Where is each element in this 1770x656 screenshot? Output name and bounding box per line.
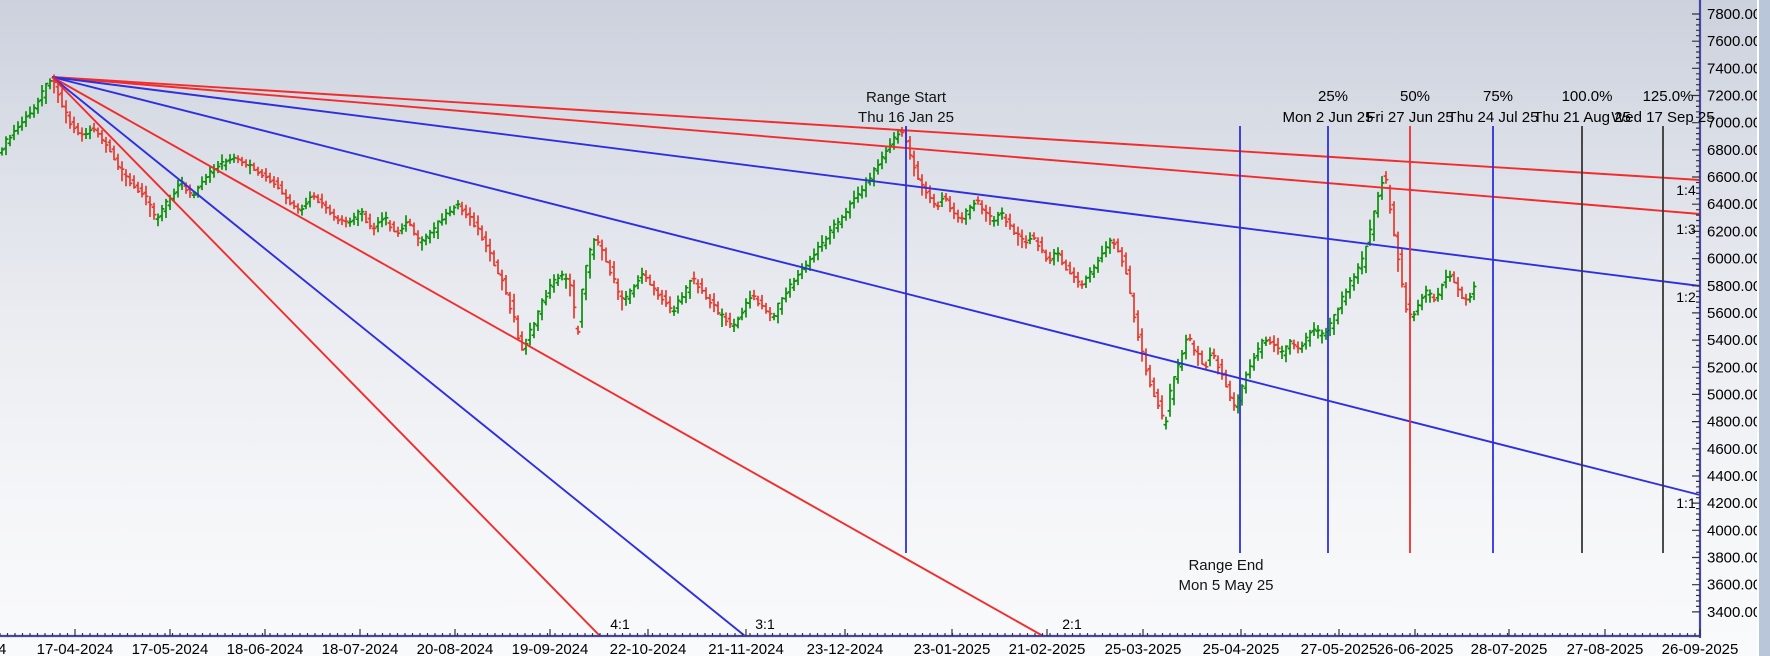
- retracement-date-label: Mon 2 Jun 25: [1283, 109, 1374, 126]
- price-tick-label: 6400.00: [1707, 196, 1761, 213]
- price-tick-label: 4800.00: [1707, 414, 1761, 431]
- ohlc-bars-up: [0, 78, 1477, 430]
- time-tick-label: 21-02-2025: [1009, 641, 1086, 656]
- retracement-date-label: Thu 21 Aug 25: [1533, 109, 1631, 126]
- price-tick-label: 7200.00: [1707, 88, 1761, 105]
- time-tick-label: 25-03-2025: [1105, 641, 1182, 656]
- time-tick-label: 18-06-2024: [227, 641, 304, 656]
- price-tick-label: 6200.00: [1707, 223, 1761, 240]
- retracement-date-label: Wed 17 Sep 25: [1611, 109, 1714, 126]
- gann-fan-line-1-4: [51, 76, 1701, 181]
- range-end-title: Range End: [1188, 557, 1264, 574]
- price-tick-label: 5200.00: [1707, 359, 1761, 376]
- gann-fan-line-1-2: [51, 76, 1701, 287]
- fan-ratio-label-3-1: 3:1: [755, 616, 775, 632]
- retracement-date-label: Fri 27 Jun 25: [1366, 109, 1454, 126]
- gann-fan-line-1-1: [51, 76, 1701, 496]
- retracement-pct-label: 100.0%: [1562, 88, 1613, 105]
- range-start-annotation: Range Start Thu 16 Jan 25: [858, 88, 954, 128]
- retracement-pct-label: 125.0%: [1643, 88, 1694, 105]
- range-start-date: Thu 16 Jan 25: [858, 109, 954, 126]
- price-tick-label: 5600.00: [1707, 305, 1761, 322]
- time-tick-label: 17-04-2024: [37, 641, 114, 656]
- retracement-pct-label: 25%: [1318, 88, 1348, 105]
- time-tick-label: 23-01-2025: [914, 641, 991, 656]
- price-tick-label: 7800.00: [1707, 6, 1761, 23]
- price-tick-label: 4000.00: [1707, 522, 1761, 539]
- time-tick-label: 27-05-2025: [1301, 641, 1378, 656]
- gann-fan-line-1-3: [51, 76, 1701, 215]
- price-tick-label: 7000.00: [1707, 115, 1761, 132]
- range-end-date: Mon 5 May 25: [1178, 577, 1274, 594]
- time-tick-label: 28-07-2025: [1471, 641, 1548, 656]
- retracement-pct-label: 75%: [1483, 88, 1513, 105]
- fan-ratio-label-1-2: 1:2: [1676, 289, 1696, 305]
- time-tick-label: 26-09-2025: [1662, 641, 1739, 656]
- time-tick-label: 25-04-2025: [1203, 641, 1280, 656]
- range-start-title: Range Start: [865, 89, 947, 106]
- gann-fan-line-4-1: [51, 76, 601, 637]
- price-tick-label: 6600.00: [1707, 169, 1761, 186]
- price-tick-label: 4200.00: [1707, 495, 1761, 512]
- time-tick-label: 18-07-2024: [322, 641, 399, 656]
- window-edge-stripe: [1759, 0, 1770, 656]
- fan-ratio-label-1-1: 1:1: [1676, 495, 1696, 511]
- price-axis-ticks: [1692, 13, 1700, 613]
- price-tick-label: 3800.00: [1707, 550, 1761, 567]
- price-tick-label: 7400.00: [1707, 60, 1761, 77]
- price-tick-label: 3600.00: [1707, 577, 1761, 594]
- fan-ratio-label-1-4: 1:4: [1676, 182, 1696, 198]
- price-tick-label: 5800.00: [1707, 278, 1761, 295]
- time-tick-label: 17-05-2024: [132, 641, 209, 656]
- price-tick-label: 4600.00: [1707, 441, 1761, 458]
- range-end-annotation: Range End Mon 5 May 25: [1178, 556, 1273, 596]
- retracement-date-label: Thu 24 Jul 25: [1448, 109, 1539, 126]
- time-tick-label: 23-12-2024: [807, 641, 884, 656]
- fan-ratio-label-2-1: 2:1: [1062, 616, 1082, 632]
- time-tick-label: 21-11-2024: [708, 641, 784, 656]
- gann-fan-line-3-1: [51, 76, 746, 637]
- time-tick-label: 18-03-2024: [0, 641, 6, 656]
- time-tick-label: 20-08-2024: [417, 641, 494, 656]
- fan-ratio-label-4-1: 4:1: [610, 616, 630, 632]
- price-tick-label: 4400.00: [1707, 468, 1761, 485]
- gann-fan-line-2-1: [51, 76, 1044, 637]
- time-tick-label: 19-09-2024: [512, 641, 589, 656]
- price-tick-label: 7600.00: [1707, 33, 1761, 50]
- time-tick-label: 22-10-2024: [610, 641, 687, 656]
- time-axis-ticks: [0, 629, 1701, 636]
- price-tick-label: 3400.00: [1707, 604, 1761, 621]
- time-tick-label: 27-08-2025: [1567, 641, 1644, 656]
- time-tick-label: 26-06-2025: [1377, 641, 1454, 656]
- price-tick-label: 5400.00: [1707, 332, 1761, 349]
- price-tick-label: 6800.00: [1707, 142, 1761, 159]
- price-tick-label: 6000.00: [1707, 251, 1761, 268]
- price-tick-label: 5000.00: [1707, 386, 1761, 403]
- fan-ratio-label-1-3: 1:3: [1676, 221, 1696, 237]
- window-edge-gap: [1757, 0, 1759, 656]
- retracement-pct-label: 50%: [1400, 88, 1430, 105]
